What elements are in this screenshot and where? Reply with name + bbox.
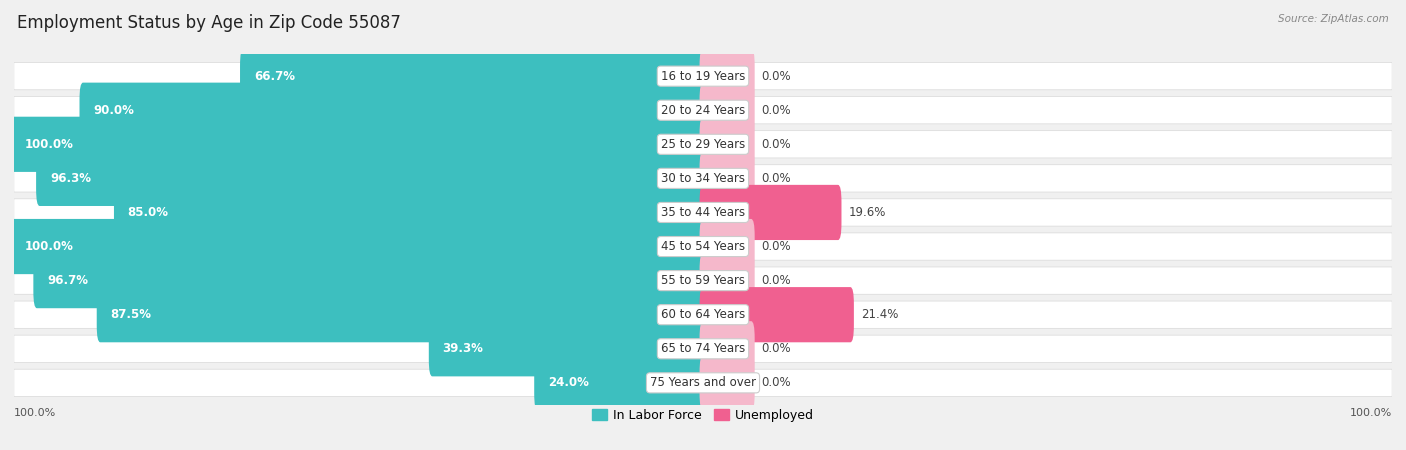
- FancyBboxPatch shape: [14, 199, 1392, 226]
- FancyBboxPatch shape: [700, 185, 841, 240]
- Text: 0.0%: 0.0%: [762, 138, 792, 151]
- FancyBboxPatch shape: [97, 287, 706, 342]
- Text: 100.0%: 100.0%: [14, 409, 56, 419]
- FancyBboxPatch shape: [14, 335, 1392, 362]
- Text: 65 to 74 Years: 65 to 74 Years: [661, 342, 745, 355]
- FancyBboxPatch shape: [14, 63, 1392, 90]
- Text: 87.5%: 87.5%: [111, 308, 152, 321]
- Text: 0.0%: 0.0%: [762, 70, 792, 83]
- FancyBboxPatch shape: [14, 267, 1392, 294]
- Text: 16 to 19 Years: 16 to 19 Years: [661, 70, 745, 83]
- Legend: In Labor Force, Unemployed: In Labor Force, Unemployed: [586, 404, 820, 427]
- Text: 35 to 44 Years: 35 to 44 Years: [661, 206, 745, 219]
- FancyBboxPatch shape: [80, 83, 706, 138]
- Text: 0.0%: 0.0%: [762, 240, 792, 253]
- FancyBboxPatch shape: [700, 253, 755, 308]
- FancyBboxPatch shape: [700, 287, 853, 342]
- FancyBboxPatch shape: [700, 83, 755, 138]
- Text: 90.0%: 90.0%: [93, 104, 134, 117]
- Text: 30 to 34 Years: 30 to 34 Years: [661, 172, 745, 185]
- FancyBboxPatch shape: [14, 165, 1392, 192]
- FancyBboxPatch shape: [14, 233, 1392, 260]
- Text: 55 to 59 Years: 55 to 59 Years: [661, 274, 745, 287]
- FancyBboxPatch shape: [700, 321, 755, 376]
- Text: 24.0%: 24.0%: [548, 376, 589, 389]
- Text: 85.0%: 85.0%: [128, 206, 169, 219]
- Text: 20 to 24 Years: 20 to 24 Years: [661, 104, 745, 117]
- FancyBboxPatch shape: [700, 219, 755, 274]
- FancyBboxPatch shape: [429, 321, 706, 376]
- FancyBboxPatch shape: [700, 355, 755, 410]
- Text: 96.3%: 96.3%: [49, 172, 91, 185]
- FancyBboxPatch shape: [14, 301, 1392, 328]
- Text: 45 to 54 Years: 45 to 54 Years: [661, 240, 745, 253]
- Text: 66.7%: 66.7%: [254, 70, 295, 83]
- Text: Source: ZipAtlas.com: Source: ZipAtlas.com: [1278, 14, 1389, 23]
- FancyBboxPatch shape: [37, 151, 706, 206]
- FancyBboxPatch shape: [34, 253, 706, 308]
- Text: 0.0%: 0.0%: [762, 172, 792, 185]
- Text: 19.6%: 19.6%: [848, 206, 886, 219]
- FancyBboxPatch shape: [14, 97, 1392, 124]
- Text: 100.0%: 100.0%: [24, 138, 73, 151]
- FancyBboxPatch shape: [11, 117, 706, 172]
- FancyBboxPatch shape: [700, 49, 755, 104]
- FancyBboxPatch shape: [240, 49, 706, 104]
- FancyBboxPatch shape: [700, 117, 755, 172]
- Text: 0.0%: 0.0%: [762, 104, 792, 117]
- FancyBboxPatch shape: [534, 355, 706, 410]
- FancyBboxPatch shape: [11, 219, 706, 274]
- FancyBboxPatch shape: [14, 130, 1392, 158]
- Text: 75 Years and over: 75 Years and over: [650, 376, 756, 389]
- FancyBboxPatch shape: [114, 185, 706, 240]
- Text: 39.3%: 39.3%: [443, 342, 484, 355]
- Text: 0.0%: 0.0%: [762, 274, 792, 287]
- FancyBboxPatch shape: [14, 369, 1392, 396]
- Text: 25 to 29 Years: 25 to 29 Years: [661, 138, 745, 151]
- Text: 100.0%: 100.0%: [24, 240, 73, 253]
- Text: 100.0%: 100.0%: [1350, 409, 1392, 419]
- Text: 21.4%: 21.4%: [860, 308, 898, 321]
- Text: 60 to 64 Years: 60 to 64 Years: [661, 308, 745, 321]
- FancyBboxPatch shape: [700, 151, 755, 206]
- Text: 0.0%: 0.0%: [762, 342, 792, 355]
- Text: 0.0%: 0.0%: [762, 376, 792, 389]
- Text: 96.7%: 96.7%: [48, 274, 89, 287]
- Text: Employment Status by Age in Zip Code 55087: Employment Status by Age in Zip Code 550…: [17, 14, 401, 32]
